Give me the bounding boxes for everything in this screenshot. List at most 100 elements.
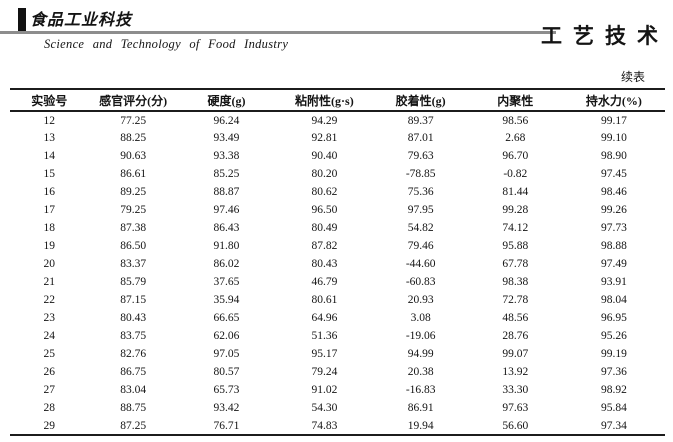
table-cell: 29 [43,419,56,432]
table-cell: 3.08 [410,312,431,324]
table-cell: 2.68 [505,132,526,144]
table-row: 26 86.75 80.57 79.24 20.38 13.92 97.36 [10,363,665,381]
table-cell: 96.70 [502,150,529,162]
table-cell: 95.88 [502,240,529,252]
journal-name-english: Science and Technology of Food Industry [44,37,289,51]
table-row: 24 83.75 62.06 51.36 -19.06 28.76 95.26 [10,327,665,345]
table-cell: 83.75 [120,330,147,342]
table-row: 17 79.25 97.46 96.50 97.95 99.28 99.26 [10,201,665,219]
table-cell: 95.84 [600,402,627,414]
table-row: 20 83.37 86.02 80.43 -44.60 67.78 97.49 [10,255,665,273]
table-row: 21 85.79 37.65 46.79 -60.83 98.38 93.91 [10,273,665,291]
table-cell: 99.17 [600,114,627,127]
table-cell: 87.82 [311,240,338,252]
table-cell: 79.46 [407,240,434,252]
table-cell: 98.56 [502,114,529,127]
column-header: 粘附性(g·s) [295,93,354,108]
table-cell: 86.61 [120,168,147,180]
table-cell: 86.75 [120,366,147,378]
table-cell: 27 [43,384,56,396]
table-cell: 79.63 [407,150,434,162]
table-cell: 54.82 [407,222,434,234]
table-cell: 80.43 [311,258,338,270]
table-cell: 83.04 [120,384,147,396]
table-header-row: 实验号 感官评分(分) 硬度(g) 粘附性(g·s) 胶着性(g) 内聚性 持水力(%) [10,89,665,111]
table-cell: 97.49 [600,258,627,270]
table-row: 16 89.25 88.87 80.62 75.36 81.44 98.46 [10,183,665,201]
table-cell: 98.46 [600,186,627,198]
table-cell: 67.78 [502,258,529,270]
table-cell: 62.06 [213,330,240,342]
table-cell: 86.02 [213,258,240,270]
table-row: 28 88.75 93.42 54.30 86.91 97.63 95.84 [10,399,665,417]
table-cell: 48.56 [502,312,529,324]
table-cell: 54.30 [311,402,338,414]
table-cell: 81.44 [502,186,529,198]
table-cell: 93.38 [213,150,240,162]
table-row: 25 82.76 97.05 95.17 94.99 99.07 99.19 [10,345,665,363]
table-cell: 56.60 [502,419,529,432]
table-cell: 95.26 [600,330,627,342]
table-cell: 87.15 [120,294,147,306]
table-cell: 96.95 [600,312,627,324]
table-cell: 88.87 [213,186,240,198]
column-header: 胶着性(g) [395,93,446,108]
continued-table-label: 续表 [620,70,645,84]
table-cell: -44.60 [405,258,436,270]
table-cell: -19.06 [405,330,436,342]
table-cell: 17 [43,204,56,216]
table-cell: 51.36 [311,330,338,342]
table-cell: 79.24 [311,366,338,378]
table-cell: 12 [43,114,56,127]
table-cell: 19 [43,240,56,252]
table-cell: 28.76 [502,330,529,342]
table-cell: -78.85 [405,168,436,180]
table-row: 13 88.25 93.49 92.81 87.01 2.68 99.10 [10,129,665,147]
table-cell: 98.04 [600,294,627,306]
table-cell: 98.90 [600,150,627,162]
table-cell: 80.43 [120,312,147,324]
masthead-divider-rule [0,31,556,34]
table-cell: 92.81 [311,132,338,144]
table-cell: -16.83 [405,384,436,396]
table-cell: 22 [43,294,56,306]
table-cell: 98.38 [502,276,529,288]
table-cell: 87.25 [120,419,147,432]
table-cell: -0.82 [503,168,528,180]
journal-logo-chinese: 食品工业科技 [30,6,137,33]
table-cell: 94.99 [407,348,434,360]
table-row: 22 87.15 35.94 80.61 20.93 72.78 98.04 [10,291,665,309]
table-cell: 96.50 [311,204,338,216]
table-cell: 95.17 [311,348,338,360]
masthead: 食品工业科技 Science and Technology of Food In… [0,0,673,60]
table-cell: 97.63 [502,402,529,414]
table-cell: 99.07 [502,348,529,360]
table-cell: 88.25 [120,132,147,144]
table-cell: 86.50 [120,240,147,252]
table-cell: 99.10 [600,132,627,144]
table-cell: 77.25 [120,114,147,127]
table-cell: 13.92 [502,366,529,378]
table-cell: 13 [43,132,56,144]
table-cell: 16 [43,186,56,198]
table-cell: 20.93 [407,294,434,306]
table-cell: 23 [43,312,56,324]
table-cell: 74.83 [311,419,338,432]
table-row: 12 77.25 96.24 94.29 89.37 98.56 99.17 [10,111,665,129]
table-cell: 25 [43,348,56,360]
table-cell: 80.57 [213,366,240,378]
table-cell: 33.30 [502,384,529,396]
table-cell: 35.94 [213,294,240,306]
table-cell: 98.88 [600,240,627,252]
table-cell: 14 [43,150,56,162]
table-cell: 80.49 [311,222,338,234]
table-cell: 18 [43,222,56,234]
table-cell: 97.95 [407,204,434,216]
table-cell: 28 [43,402,56,414]
table-cell: 90.40 [311,150,338,162]
table-cell: 97.73 [600,222,627,234]
column-header: 感官评分(分) [99,93,168,108]
table-cell: 74.12 [502,222,529,234]
logo-bar-decoration [18,8,26,33]
